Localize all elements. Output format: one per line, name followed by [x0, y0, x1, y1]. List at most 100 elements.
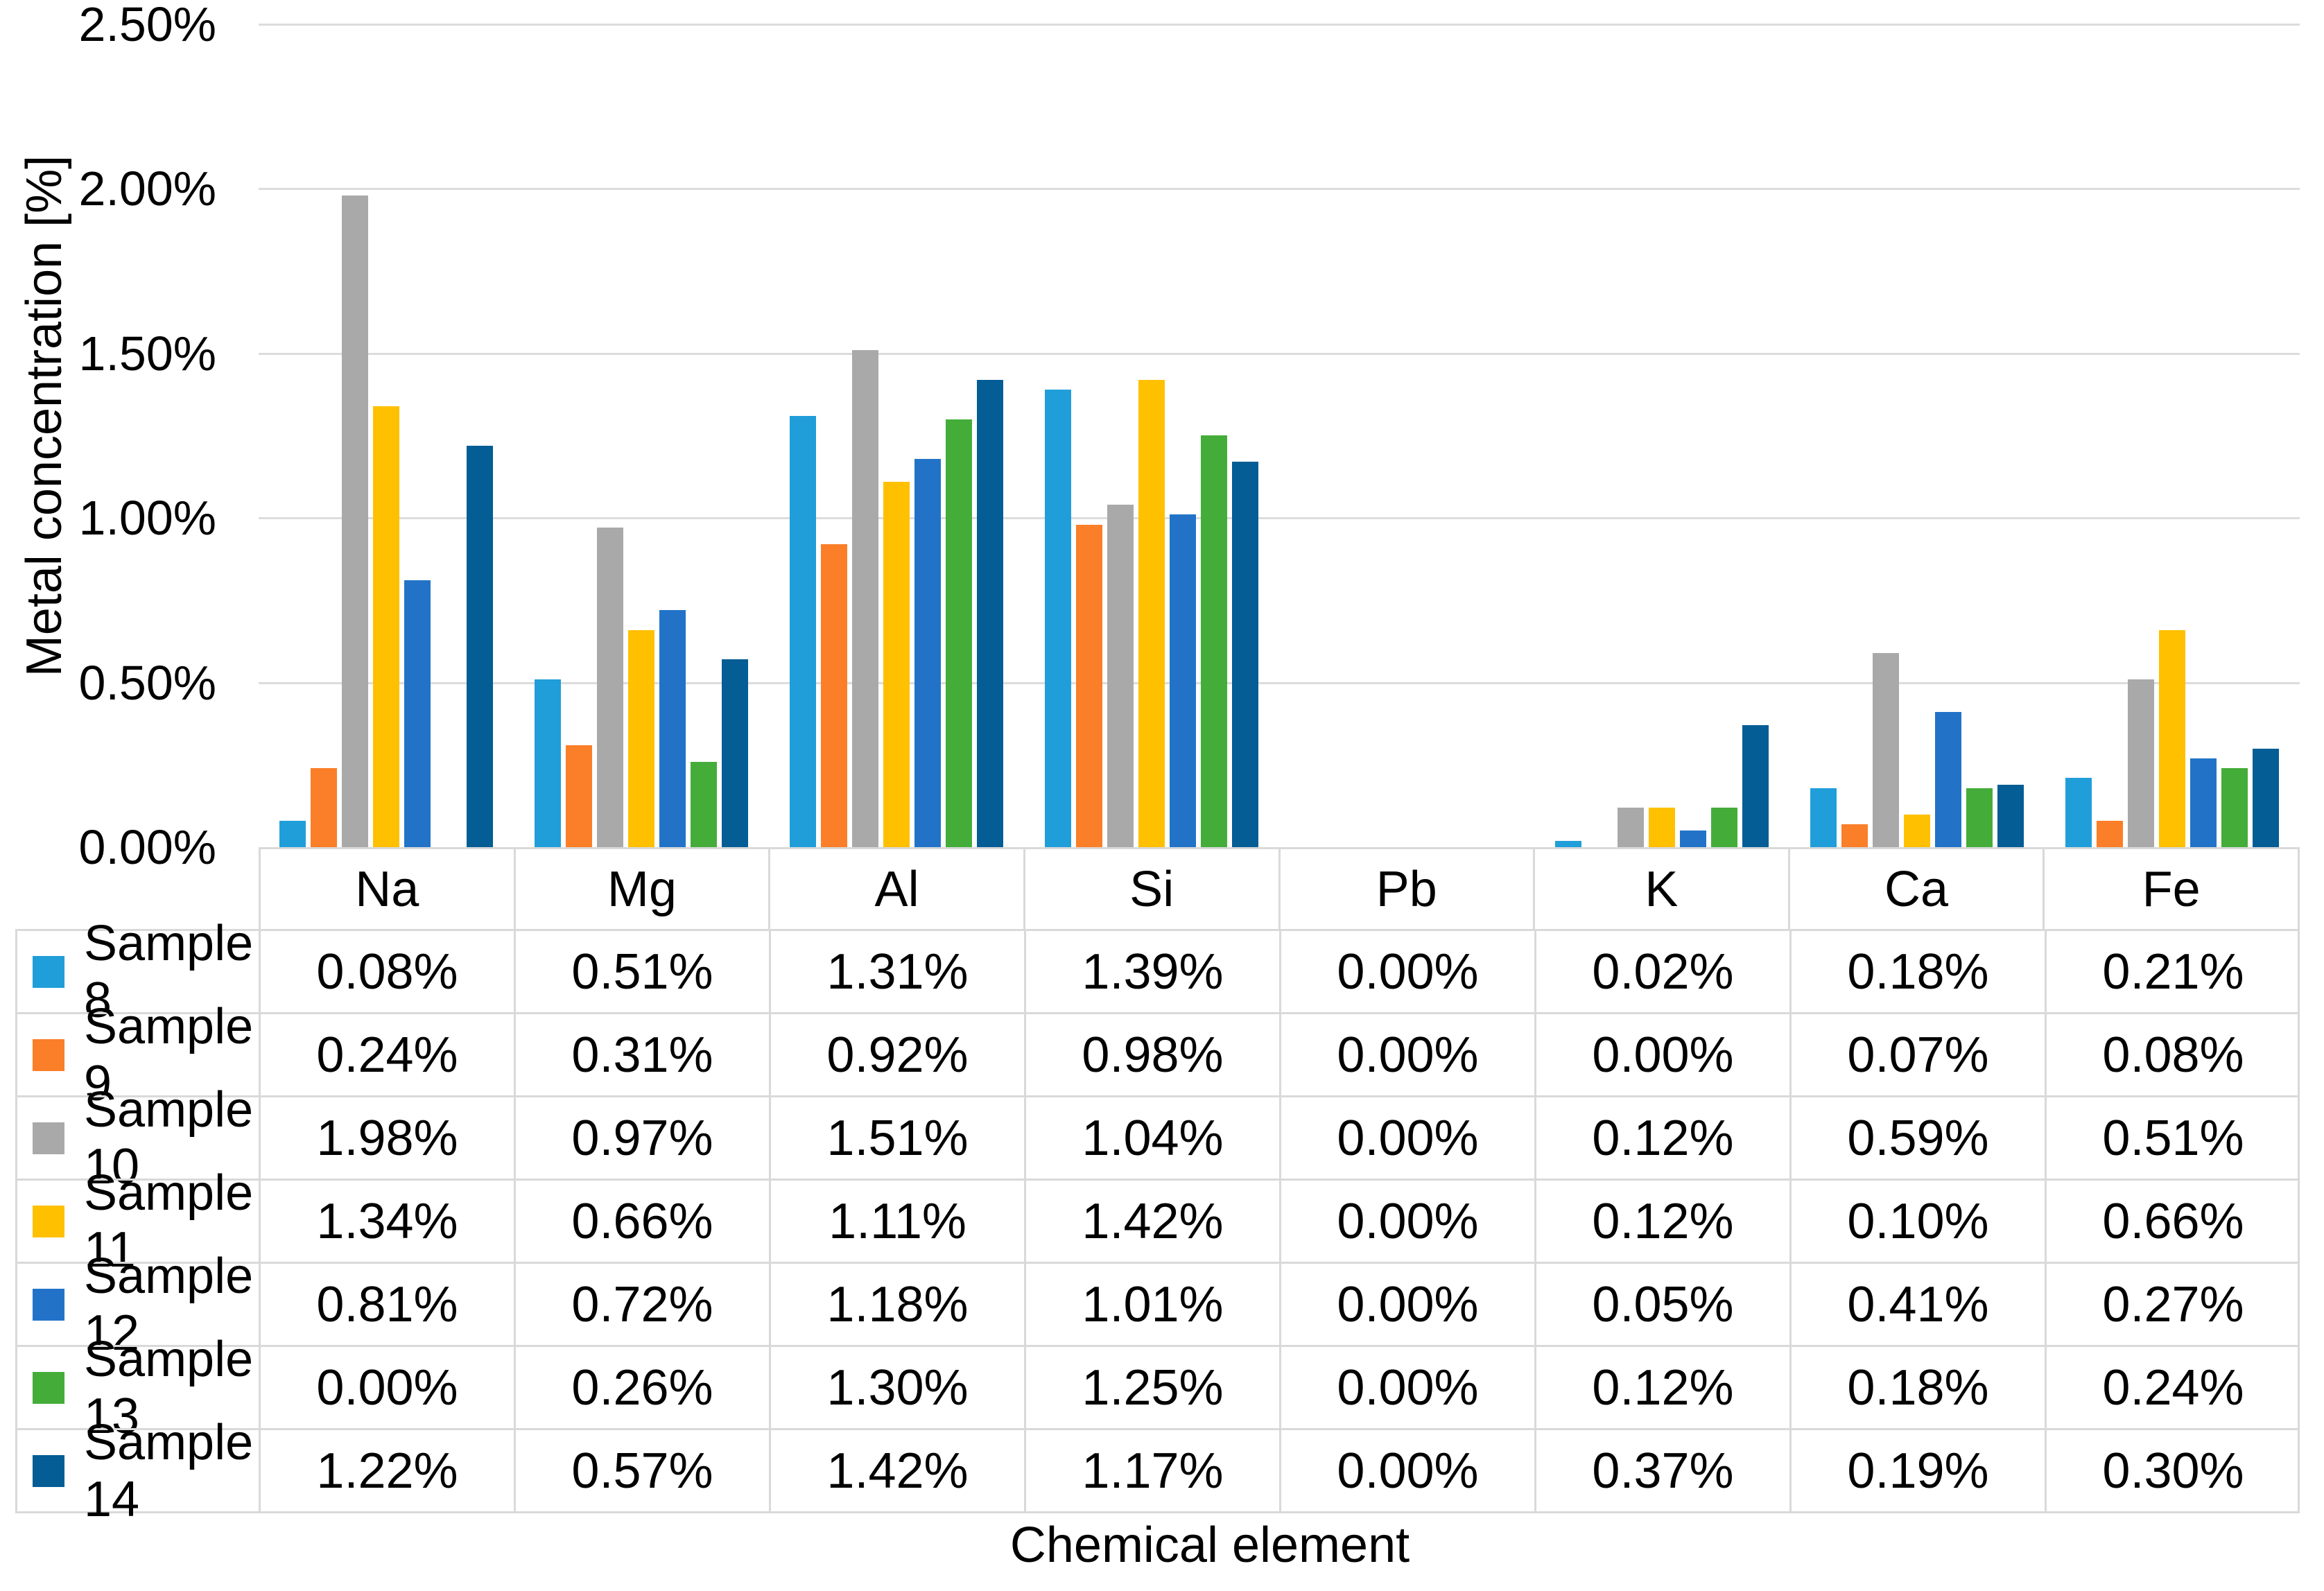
value-cell-sample-13-mg: 0.26% [514, 1345, 769, 1428]
value-cell-sample-10-al: 1.51% [769, 1095, 1024, 1179]
bar-group-pb [1279, 24, 1534, 847]
value-cell-sample-11-fe: 0.66% [2045, 1179, 2300, 1262]
value-cell-sample-9-si: 0.98% [1024, 1012, 1279, 1095]
gridline [259, 24, 2300, 26]
gridline [259, 353, 2300, 355]
bar-sample-9-si [1076, 525, 1102, 847]
bar-sample-11-ca [1904, 815, 1930, 847]
value-cell-sample-14-fe: 0.30% [2045, 1428, 2300, 1511]
bar-sample-14-si [1232, 462, 1258, 847]
bar-sample-13-al [946, 419, 972, 847]
value-cell-sample-14-k: 0.37% [1534, 1428, 1789, 1511]
bar-sample-9-na [311, 768, 337, 847]
bar-sample-13-si [1201, 435, 1227, 847]
bar-sample-10-si [1107, 505, 1134, 847]
value-cell-sample-8-na: 0.08% [259, 929, 514, 1012]
value-cell-sample-13-ca: 0.18% [1789, 1345, 2045, 1428]
bar-sample-14-mg [722, 659, 748, 847]
legend-row-sample-8: Sample 8 [15, 916, 259, 1028]
y-tick-label: 2.50% [78, 0, 216, 51]
legend-row-sample-9: Sample 9 [15, 999, 259, 1111]
bar-sample-14-al [977, 380, 1003, 847]
value-cell-sample-11-al: 1.11% [769, 1179, 1024, 1262]
column-header-k: K [1533, 849, 1788, 929]
value-cell-sample-8-k: 0.02% [1534, 929, 1789, 1012]
bar-sample-12-fe [2190, 758, 2217, 847]
value-cell-sample-13-al: 1.30% [769, 1345, 1024, 1428]
x-axis-title: Chemical element [1009, 1518, 1410, 1573]
bar-group-fe [2045, 24, 2300, 847]
legend-swatch-icon [33, 1038, 64, 1071]
legend-swatch-icon [33, 1371, 64, 1404]
bar-sample-8-al [790, 416, 816, 847]
value-cell-sample-13-pb: 0.00% [1279, 1345, 1534, 1428]
bar-sample-10-na [342, 195, 368, 847]
legend-row-sample-11: Sample 11 [15, 1165, 259, 1278]
value-cell-sample-12-na: 0.81% [259, 1262, 514, 1345]
column-header-al: Al [768, 849, 1023, 929]
bar-sample-10-k [1618, 808, 1644, 847]
value-cell-sample-14-pb: 0.00% [1279, 1428, 1534, 1511]
value-cell-sample-11-pb: 0.00% [1279, 1179, 1534, 1262]
bar-sample-8-si [1045, 390, 1071, 847]
legend-swatch-icon [33, 1205, 64, 1237]
series-name-label: Sample 9 [84, 998, 254, 1111]
value-cell-sample-13-fe: 0.24% [2045, 1345, 2300, 1428]
value-cell-sample-12-si: 1.01% [1024, 1262, 1279, 1345]
value-cell-sample-12-pb: 0.00% [1279, 1262, 1534, 1345]
bar-sample-12-na [404, 580, 431, 847]
value-cell-sample-9-ca: 0.07% [1789, 1012, 2045, 1095]
series-name-label: Sample 10 [84, 1081, 254, 1194]
series-name-label: Sample 11 [84, 1165, 254, 1278]
legend-swatch-icon [33, 1454, 64, 1487]
legend-swatch-icon [33, 1122, 64, 1154]
bar-sample-10-mg [597, 528, 623, 847]
gridline [259, 188, 2300, 190]
value-cell-sample-11-mg: 0.66% [514, 1179, 769, 1262]
value-cell-sample-14-ca: 0.19% [1789, 1428, 2045, 1511]
y-tick-label: 2.00% [78, 162, 216, 216]
value-cell-sample-11-si: 1.42% [1024, 1179, 1279, 1262]
bar-sample-13-fe [2221, 768, 2248, 847]
value-cell-sample-8-si: 1.39% [1024, 929, 1279, 1012]
bar-group-k [1534, 24, 1789, 847]
column-header-si: Si [1023, 849, 1278, 929]
bar-sample-11-na [373, 406, 399, 847]
value-cell-sample-9-k: 0.00% [1534, 1012, 1789, 1095]
plot-area [259, 24, 2300, 847]
value-cell-sample-10-fe: 0.51% [2045, 1095, 2300, 1179]
bar-sample-10-fe [2128, 679, 2154, 847]
bar-group-mg [514, 24, 769, 847]
bar-sample-12-al [914, 459, 941, 847]
bar-sample-10-ca [1873, 653, 1899, 847]
y-tick-label: 0.00% [78, 820, 216, 874]
legend-row-sample-14: Sample 14 [15, 1415, 259, 1527]
value-cell-sample-9-al: 0.92% [769, 1012, 1024, 1095]
value-cell-sample-10-k: 0.12% [1534, 1095, 1789, 1179]
value-cell-sample-14-al: 1.42% [769, 1428, 1024, 1511]
value-cell-sample-8-fe: 0.21% [2045, 929, 2300, 1012]
value-cell-sample-10-si: 1.04% [1024, 1095, 1279, 1179]
bar-sample-10-al [852, 350, 878, 847]
value-cell-sample-11-ca: 0.10% [1789, 1179, 2045, 1262]
data-table-header-row: Na Mg Al Si Pb K Ca Fe [259, 847, 2300, 929]
value-cell-sample-10-ca: 0.59% [1789, 1095, 2045, 1179]
column-header-fe: Fe [2043, 849, 2298, 929]
bar-group-al [769, 24, 1024, 847]
value-cell-sample-13-k: 0.12% [1534, 1345, 1789, 1428]
bar-sample-12-ca [1935, 712, 1961, 847]
bar-sample-14-na [467, 446, 493, 847]
bar-group-na [259, 24, 514, 847]
bar-sample-9-mg [566, 745, 592, 847]
bar-sample-11-k [1649, 808, 1675, 847]
series-name-label: Sample 14 [84, 1414, 254, 1527]
bar-sample-11-al [883, 482, 910, 847]
value-cell-sample-10-na: 1.98% [259, 1095, 514, 1179]
value-cell-sample-9-fe: 0.08% [2045, 1012, 2300, 1095]
bar-sample-13-k [1711, 808, 1737, 847]
legend-row-sample-10: Sample 10 [15, 1082, 259, 1194]
value-cell-sample-9-na: 0.24% [259, 1012, 514, 1095]
value-cell-sample-12-fe: 0.27% [2045, 1262, 2300, 1345]
value-cell-sample-14-si: 1.17% [1024, 1428, 1279, 1511]
